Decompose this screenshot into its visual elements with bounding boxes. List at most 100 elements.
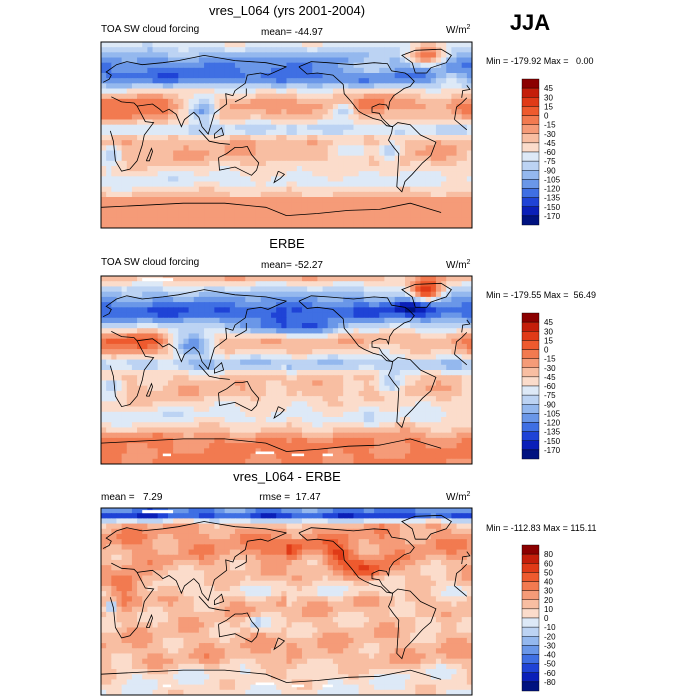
field-cell — [368, 73, 375, 79]
field-cell — [296, 411, 303, 418]
field-cell — [126, 406, 133, 413]
field-cell — [281, 109, 288, 115]
field-cell — [332, 129, 339, 136]
field-cell — [291, 186, 298, 193]
field-cell — [188, 150, 195, 157]
field-cell — [106, 296, 112, 303]
field-cell — [121, 83, 128, 90]
field-cell — [167, 124, 174, 131]
field-cell — [456, 73, 463, 79]
field-cell — [224, 119, 231, 126]
field-cell — [101, 135, 107, 141]
field-cell — [183, 364, 190, 371]
field-cell — [327, 401, 334, 408]
field-cell — [348, 104, 355, 110]
field-cell — [410, 160, 416, 167]
field-cell — [389, 150, 396, 157]
field-cell — [368, 42, 375, 48]
field-cell — [317, 109, 324, 115]
field-cell — [368, 47, 375, 53]
field-cell — [121, 42, 128, 48]
field-cell — [389, 343, 396, 350]
field-cell — [312, 291, 319, 298]
field-cell — [260, 359, 267, 366]
field-cell — [183, 191, 190, 198]
colorbar-tick-label: -150 — [544, 203, 561, 212]
field-cell — [441, 140, 447, 146]
field-cell — [137, 155, 143, 162]
field-cell — [255, 197, 262, 203]
field-cell — [435, 291, 442, 298]
field-cell — [435, 333, 442, 340]
field-cell — [198, 191, 205, 198]
field-cell — [111, 78, 118, 84]
field-cell — [332, 98, 339, 105]
field-cell — [405, 104, 411, 110]
field-cell — [101, 370, 107, 376]
field-cell — [137, 160, 143, 167]
field-cell — [301, 202, 308, 208]
field-cell — [415, 67, 422, 74]
field-cell — [209, 317, 215, 324]
field-cell — [301, 385, 308, 392]
field-cell — [399, 42, 406, 48]
field-cell — [317, 62, 324, 69]
field-cell — [126, 135, 133, 141]
field-cell — [229, 422, 236, 429]
field-cell — [255, 171, 262, 177]
field-cell — [162, 437, 169, 444]
field-cell — [327, 390, 334, 397]
field-cell — [106, 422, 112, 429]
field-cell — [332, 370, 339, 376]
field-cell — [358, 150, 365, 157]
field-cell — [317, 401, 324, 408]
field-cell — [240, 396, 246, 402]
field-cell — [126, 129, 133, 136]
field-cell — [276, 281, 282, 288]
field-cell — [250, 406, 257, 413]
field-cell — [204, 62, 210, 69]
field-cell — [451, 104, 458, 110]
field-cell — [214, 390, 221, 397]
field-cell — [183, 406, 190, 413]
field-cell — [234, 417, 241, 423]
field-cell — [101, 222, 107, 228]
field-cell — [281, 281, 288, 288]
field-cell — [131, 186, 138, 193]
field-cell — [157, 401, 164, 408]
field-cell — [137, 207, 143, 214]
field-cell — [219, 197, 226, 203]
field-cell — [312, 186, 319, 193]
field-cell — [157, 370, 164, 376]
field-cell — [451, 129, 458, 136]
field-cell — [374, 317, 380, 324]
field-cell — [147, 140, 154, 146]
field-cell — [296, 222, 303, 228]
field-cell — [368, 317, 375, 324]
field-cell — [265, 109, 272, 115]
field-cell — [466, 119, 472, 126]
field-cell — [219, 343, 226, 350]
field-cell — [343, 104, 349, 110]
field-cell — [116, 370, 123, 376]
field-cell — [240, 427, 246, 434]
field-cell — [430, 83, 437, 90]
field-cell — [461, 181, 468, 188]
field-cell — [131, 57, 138, 64]
field-cell — [384, 422, 391, 429]
field-cell — [415, 135, 422, 141]
field-cell — [353, 88, 360, 95]
field-cell — [332, 93, 339, 100]
field-cell — [466, 437, 472, 444]
field-cell — [245, 296, 252, 303]
field-cell — [374, 52, 380, 59]
field-cell — [430, 93, 437, 100]
field-cell — [193, 411, 200, 418]
field-cell — [240, 370, 246, 376]
field-cell — [147, 93, 154, 100]
field-cell — [198, 83, 205, 90]
field-cell — [322, 411, 329, 418]
field-cell — [245, 104, 252, 110]
field-cell — [379, 385, 385, 392]
field-cell — [296, 135, 303, 141]
